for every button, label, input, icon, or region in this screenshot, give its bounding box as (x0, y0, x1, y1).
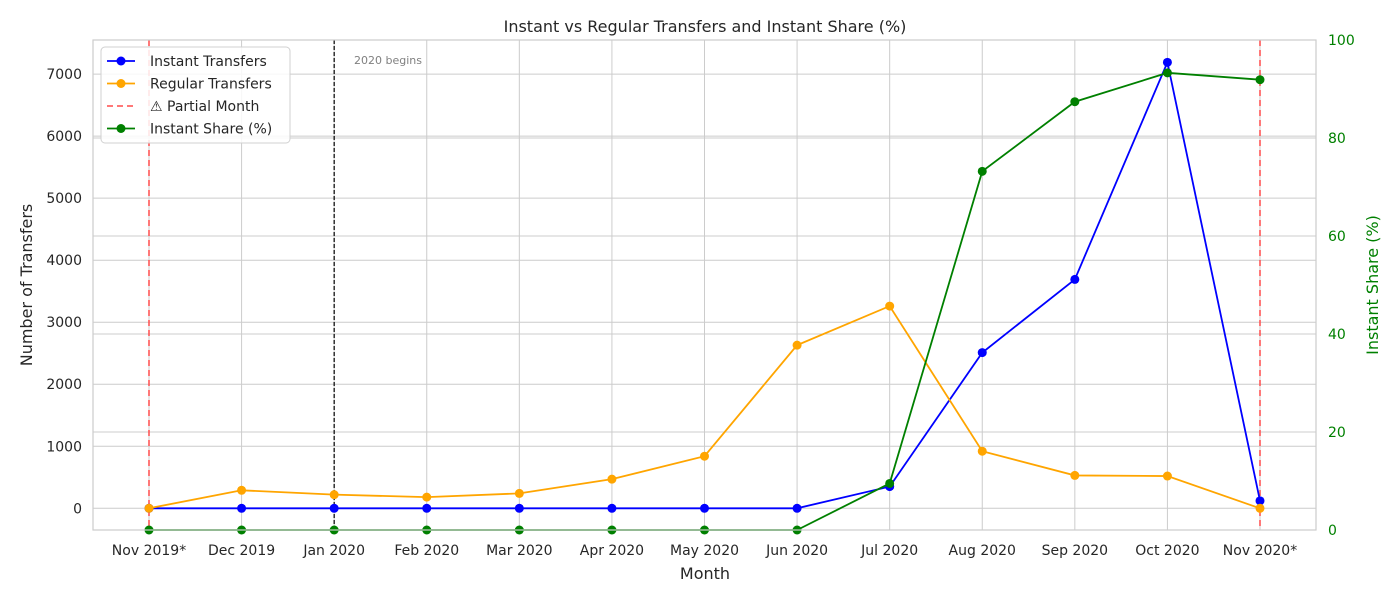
instant-share-point (977, 166, 987, 176)
regular-transfers-point (1255, 503, 1265, 513)
x-tick-label: Nov 2019* (112, 543, 186, 559)
instant-transfers-point (607, 503, 617, 513)
x-tick-label: Oct 2020 (1135, 543, 1199, 559)
instant-transfers-point (237, 503, 247, 513)
y-tick-label: 6000 (46, 129, 82, 145)
axes: Nov 2019* Dec 2019 Jan 2020 Feb 2020 Mar 202… (46, 33, 1354, 559)
x-tick-label: Jun 2020 (765, 543, 828, 559)
instant-share-point (1162, 68, 1172, 78)
y-tick-label: 2000 (46, 377, 82, 393)
regular-transfers-point (700, 451, 709, 461)
legend-instant-share-label: Instant Share (%) (150, 122, 272, 138)
regular-transfers-point (329, 490, 339, 500)
y-tick-label: 3000 (46, 315, 82, 331)
instant-share-point (1255, 75, 1265, 85)
x-tick-label: May 2020 (670, 543, 739, 559)
instant-transfers-point (422, 503, 432, 513)
regular-transfers-point (607, 474, 617, 484)
legend-regular-transfers-label: Regular Transfers (150, 77, 272, 93)
y-right-tick-label: 80 (1328, 131, 1346, 147)
instant-transfers-point (977, 348, 987, 358)
y-right-tick-label: 20 (1328, 425, 1346, 441)
chart-title: Instant vs Regular Transfers and Instant… (504, 17, 907, 36)
regular-transfers-point (422, 492, 432, 502)
x-axis-title: Month (680, 564, 730, 583)
y-right-tick-label: 0 (1328, 523, 1337, 539)
x-tick-label: Sep 2020 (1042, 543, 1108, 559)
y-tick-label: 0 (73, 501, 82, 517)
x-tick-label: Nov 2020* (1223, 543, 1297, 559)
x-tick-label: Jul 2020 (860, 543, 918, 559)
plot-frame (92, 39, 1317, 531)
y-tick-label: 5000 (46, 191, 82, 207)
y-axis-right-title: Instant Share (%) (1363, 215, 1382, 355)
instant-transfers-point (329, 503, 339, 513)
regular-transfers-point (792, 340, 802, 350)
x-tick-label: Dec 2019 (208, 543, 275, 559)
regular-transfers-point (1162, 471, 1172, 481)
legend: Instant Transfers Regular Transfers ⚠ Part… (100, 46, 291, 144)
regular-transfers-point (885, 301, 895, 311)
regular-transfers-point (1070, 470, 1080, 480)
y-right-tick-label: 40 (1328, 327, 1346, 343)
y-tick-label: 1000 (46, 439, 82, 455)
instant-transfers-point (1255, 496, 1265, 506)
instant-share-point (885, 478, 895, 488)
legend-instant-transfers-swatch-marker (116, 56, 126, 66)
y-right-tick-label: 60 (1328, 229, 1346, 245)
y-tick-label: 4000 (46, 253, 82, 269)
regular-transfers-point (977, 446, 987, 456)
x-tick-label: Apr 2020 (580, 543, 644, 559)
annotation-2020-begins: 2020 begins (354, 54, 422, 67)
instant-share-point (1070, 97, 1080, 107)
instant-transfers-point (700, 503, 709, 513)
regular-transfers-point (144, 503, 154, 513)
y-axis-title: Number of Transfers (17, 204, 36, 367)
x-tick-label: Aug 2020 (949, 543, 1016, 559)
legend-regular-transfers-swatch-marker (116, 79, 126, 88)
instant-transfers-point (1162, 57, 1172, 67)
legend-instant-share-swatch-marker (116, 124, 126, 133)
x-tick-label: Feb 2020 (394, 543, 459, 559)
legend-partial-month-label: ⚠ Partial Month (150, 99, 259, 115)
y-tick-label: 7000 (46, 67, 82, 83)
instant-transfers-point (792, 503, 802, 513)
instant-transfers-point (514, 503, 524, 513)
x-tick-label: Jan 2020 (302, 543, 365, 559)
instant-transfers-point (1070, 274, 1080, 284)
legend-instant-transfers-label: Instant Transfers (150, 54, 267, 70)
y-right-tick-label: 100 (1328, 33, 1355, 49)
regular-transfers-point (237, 485, 247, 495)
x-tick-label: Mar 2020 (486, 543, 553, 559)
legend-box (100, 46, 291, 144)
regular-transfers-point (514, 488, 524, 498)
